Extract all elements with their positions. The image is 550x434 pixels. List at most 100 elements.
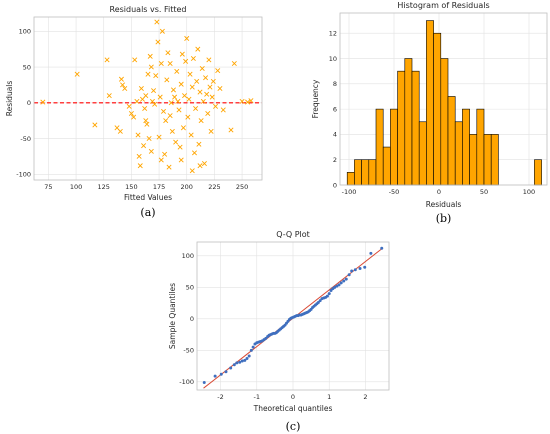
qq-point — [325, 294, 329, 298]
qq-point — [202, 380, 206, 384]
qq-point — [249, 348, 253, 352]
residual-point — [184, 35, 190, 41]
panel-label: (c) — [286, 420, 301, 433]
residual-point — [165, 50, 171, 56]
x-tick-label: 75 — [44, 183, 52, 191]
residual-point — [245, 99, 251, 105]
histogram-bar — [426, 20, 434, 186]
panel-c-qq-plot: -2 -1 0 1 2 -100 -50 0 50 100 Q-Q Plot Theoretical … — [168, 230, 390, 433]
y-tick-label: 0 — [333, 181, 337, 189]
panel-b-histogram: -100 -50 0 50 100 0 2 4 6 8 10 12 Histogram of Resid… — [311, 1, 548, 225]
residual-point — [120, 82, 126, 88]
residual-point — [191, 150, 198, 156]
residual-point — [195, 46, 201, 52]
residual-point — [180, 125, 186, 131]
histogram-bar — [440, 58, 449, 186]
residual-point — [207, 84, 213, 90]
residual-point — [197, 163, 203, 169]
qq-point — [243, 358, 247, 362]
qq-point — [219, 372, 223, 376]
y-tick-label: 10 — [329, 55, 337, 63]
histogram-bar — [411, 70, 420, 186]
y-tick-label: -50 — [183, 347, 194, 355]
residual-point — [142, 105, 148, 112]
y-axis-label: Sample Quantiles — [168, 283, 177, 349]
x-axis-label: Theoretical quantiles — [253, 404, 333, 413]
residual-point — [194, 78, 200, 84]
residual-point — [157, 94, 163, 100]
residual-point — [193, 105, 199, 112]
residual-point — [200, 98, 206, 104]
residual-point — [179, 51, 185, 57]
qq-point — [229, 366, 233, 370]
residual-point — [201, 161, 207, 167]
chart-title: Histogram of Residuals — [397, 1, 489, 10]
x-tick-label: -1 — [254, 393, 260, 401]
histogram-bar — [454, 121, 463, 186]
residual-point — [199, 65, 205, 71]
residual-point — [188, 132, 194, 138]
residual-point — [154, 19, 160, 25]
residual-point — [198, 118, 204, 124]
qq-point — [344, 277, 348, 281]
residual-point — [212, 103, 219, 109]
residual-point — [146, 136, 152, 142]
qq-point — [353, 268, 357, 272]
residual-point — [126, 103, 132, 109]
qq-point — [337, 283, 341, 287]
x-tick-label: 200 — [181, 183, 193, 191]
residual-point — [169, 128, 175, 134]
histogram-bar — [462, 108, 470, 186]
residual-point — [185, 114, 191, 120]
residual-point — [143, 93, 149, 99]
residual-point — [220, 107, 226, 113]
residual-point — [215, 68, 221, 74]
x-tick-label: 100 — [70, 183, 82, 191]
histogram-bar — [375, 108, 384, 186]
qq-point — [327, 292, 331, 296]
residual-point — [148, 64, 154, 70]
y-tick-label: 0 — [190, 315, 194, 323]
y-tick-label: 8 — [333, 80, 337, 88]
residual-point — [104, 57, 110, 63]
qq-point — [380, 246, 384, 250]
residual-point — [231, 60, 237, 66]
residual-point — [196, 141, 202, 147]
histogram-bar — [483, 134, 492, 186]
residual-point — [166, 164, 172, 170]
histogram-bar — [397, 70, 406, 186]
residual-point — [197, 89, 203, 95]
plot-frame — [33, 16, 263, 181]
residual-point — [170, 87, 176, 93]
residual-point — [248, 98, 254, 104]
residual-point — [144, 121, 150, 127]
panel-label: (b) — [436, 212, 452, 225]
x-axis-label: Residuals — [426, 200, 462, 209]
qq-point — [342, 279, 346, 283]
qq-point — [232, 363, 236, 367]
qq-point — [350, 269, 354, 273]
residual-point — [175, 98, 181, 104]
residual-point — [167, 113, 173, 119]
residual-point — [204, 91, 210, 97]
residual-point — [239, 98, 245, 104]
residual-point — [164, 77, 170, 83]
residual-point — [177, 144, 183, 150]
qq-point — [213, 374, 217, 378]
x-tick-label: -2 — [217, 393, 223, 401]
histogram-bar — [476, 108, 485, 186]
residual-point — [178, 81, 184, 87]
x-axis-label: Fitted Values — [124, 193, 172, 202]
y-tick-label: 4 — [333, 131, 337, 139]
residual-point — [217, 85, 223, 92]
residual-point — [131, 114, 137, 120]
histogram-bar — [346, 172, 355, 186]
residual-point — [155, 39, 161, 45]
histogram-bar — [490, 134, 499, 186]
residual-point — [128, 110, 134, 117]
qq-point — [363, 265, 367, 269]
residual-point — [135, 132, 141, 138]
residual-point — [187, 71, 193, 77]
residual-point — [189, 84, 195, 90]
histogram-bar — [418, 121, 427, 186]
